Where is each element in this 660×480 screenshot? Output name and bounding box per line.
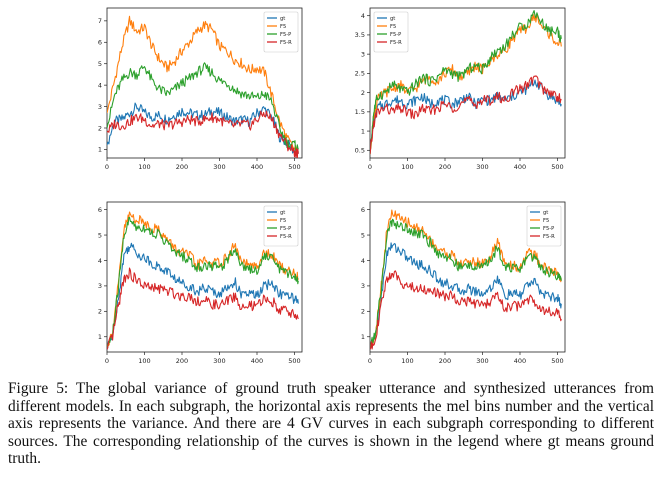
- y-tick-label: 2: [98, 124, 102, 132]
- x-tick-label: 500: [551, 163, 563, 171]
- y-tick-label: 2: [98, 308, 102, 316]
- legend-label-f5-r: F5-R: [280, 40, 292, 46]
- figure-caption: Figure 5: The global variance of ground …: [8, 380, 654, 468]
- x-tick-label: 100: [401, 357, 413, 365]
- x-tick-label: 400: [514, 357, 526, 365]
- legend-label-f5: F5: [280, 24, 286, 30]
- x-tick-label: 100: [401, 163, 413, 171]
- x-tick-label: 100: [138, 357, 150, 365]
- legend-label-f5: F5: [543, 218, 549, 224]
- legend-label-f5-r: F5-R: [280, 234, 292, 240]
- y-tick-label: 3.5: [355, 31, 365, 39]
- y-tick-label: 1: [361, 127, 365, 135]
- x-tick-label: 200: [176, 163, 188, 171]
- legend-label-gt: gt: [543, 210, 548, 216]
- legend: gt F5 F5-P F5-R: [263, 205, 299, 247]
- x-tick-label: 400: [251, 163, 263, 171]
- x-tick-label: 300: [476, 357, 488, 365]
- series-line-f5: [107, 211, 299, 348]
- series-line-f5: [107, 15, 299, 156]
- subplot-2: 0 100 200 300 400 500 0.5 1 1.5 2 2.5 3 3.5 4 gt F5 F5-P…: [355, 7, 566, 171]
- series-line-f5-r: [370, 75, 562, 155]
- x-tick-label: 200: [439, 163, 451, 171]
- legend-label-gt: gt: [390, 16, 395, 22]
- series-line-gt: [107, 242, 299, 350]
- y-tick-label: 1: [361, 333, 365, 341]
- x-tick-label: 0: [368, 163, 372, 171]
- legend-label-f5: F5: [280, 218, 286, 224]
- legend: gt F5 F5-P F5-R: [263, 11, 299, 53]
- series-line-f5-p: [107, 62, 299, 152]
- y-tick-label: 2.5: [355, 70, 365, 78]
- x-tick-label: 0: [105, 357, 109, 365]
- y-tick-label: 3: [361, 282, 365, 290]
- y-tick-label: 4: [98, 81, 102, 89]
- legend: gt F5 F5-P F5-R: [526, 205, 562, 247]
- x-tick-label: 500: [288, 163, 300, 171]
- y-tick-label: 1: [98, 146, 102, 154]
- x-tick-label: 300: [213, 163, 225, 171]
- x-tick-label: 200: [176, 357, 188, 365]
- y-tick-label: 6: [98, 206, 102, 214]
- legend-label-gt: gt: [280, 16, 285, 22]
- series-line-f5-r: [107, 267, 299, 350]
- y-tick-label: 6: [361, 206, 365, 214]
- y-tick-label: 3: [361, 50, 365, 58]
- series-line-f5: [370, 209, 562, 348]
- y-tick-label: 1.5: [355, 108, 365, 116]
- y-tick-label: 6: [98, 39, 102, 47]
- y-tick-label: 1: [98, 333, 102, 341]
- y-tick-label: 0.5: [355, 147, 365, 155]
- x-tick-label: 0: [105, 163, 109, 171]
- legend-label-f5-p: F5-P: [280, 226, 291, 232]
- y-tick-label: 5: [361, 231, 365, 239]
- legend: gt F5 F5-P F5-R: [373, 11, 409, 53]
- series-line-gt: [370, 242, 562, 350]
- y-tick-label: 2: [361, 89, 365, 97]
- series-line-f5-p: [370, 10, 562, 155]
- legend-label-f5-p: F5-P: [280, 32, 291, 38]
- legend-label-f5-p: F5-P: [543, 226, 554, 232]
- y-tick-label: 4: [361, 12, 365, 20]
- x-tick-label: 100: [138, 163, 150, 171]
- legend-label-f5-p: F5-P: [390, 32, 401, 38]
- y-tick-label: 5: [98, 60, 102, 68]
- x-tick-label: 0: [368, 357, 372, 365]
- legend-label-f5-r: F5-R: [543, 234, 555, 240]
- subplot-3: 0 100 200 300 400 500 1 2 3 4 5 6 gt F5 F5-P F5-R: [98, 201, 303, 365]
- series-line-f5-p: [370, 218, 562, 348]
- x-tick-label: 300: [476, 163, 488, 171]
- legend-label-f5: F5: [390, 24, 396, 30]
- x-tick-label: 500: [288, 357, 300, 365]
- x-tick-label: 200: [439, 357, 451, 365]
- y-tick-label: 3: [98, 103, 102, 111]
- subplot-1: 0 100 200 300 400 500 1 2 3 4 5 6 7 gt F5 F5-P F5-R: [98, 7, 303, 171]
- subplot-4: 0 100 200 300 400 500 1 2 3 4 5 6 gt F5 F5-P F5-R: [361, 201, 566, 365]
- y-tick-label: 5: [98, 231, 102, 239]
- x-tick-label: 500: [551, 357, 563, 365]
- x-tick-label: 400: [251, 357, 263, 365]
- legend-label-f5-r: F5-R: [390, 40, 402, 46]
- y-tick-label: 4: [361, 257, 365, 265]
- series-line-f5-p: [107, 216, 299, 348]
- x-tick-label: 300: [213, 357, 225, 365]
- legend-label-gt: gt: [280, 210, 285, 216]
- y-tick-label: 7: [98, 17, 102, 25]
- y-tick-label: 3: [98, 282, 102, 290]
- series-line-f5-r: [107, 110, 299, 158]
- series-line-gt: [107, 102, 299, 157]
- series-line-f5-r: [370, 270, 562, 350]
- x-tick-label: 400: [514, 163, 526, 171]
- y-tick-label: 2: [361, 308, 365, 316]
- y-tick-label: 4: [98, 257, 102, 265]
